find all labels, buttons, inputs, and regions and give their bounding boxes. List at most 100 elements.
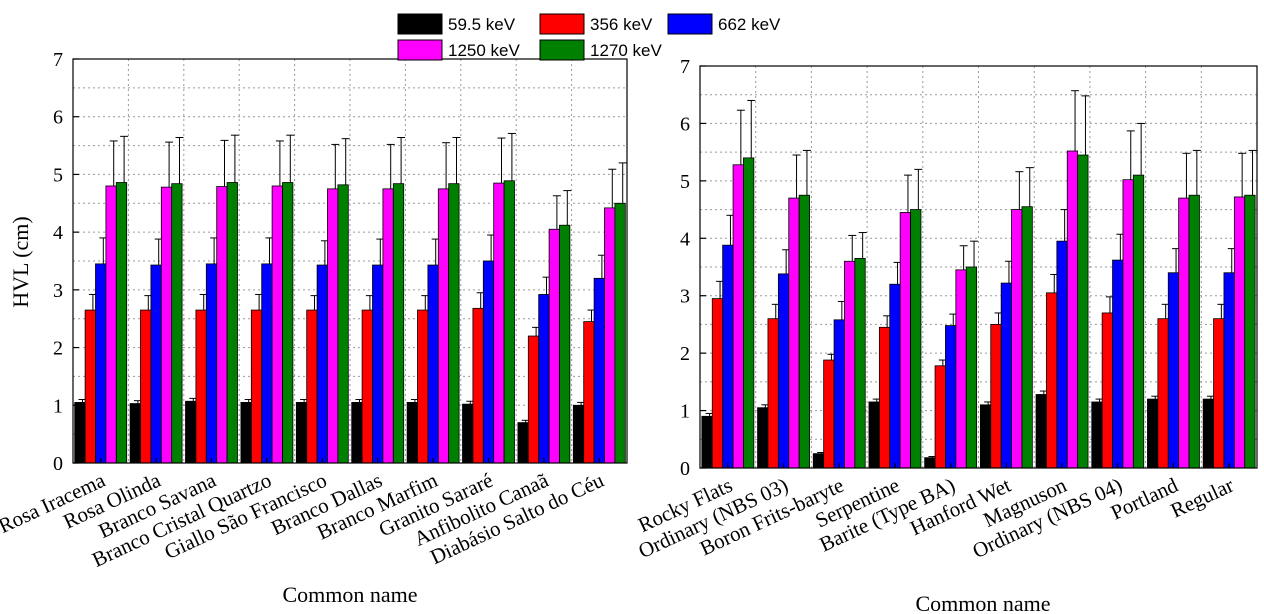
chart-legend: 59.5 keV 356 keV 662 keV 1250 keV 1270 k… bbox=[397, 13, 781, 61]
y-tick-label: 3 bbox=[53, 280, 63, 302]
y-tick-label: 6 bbox=[680, 113, 690, 135]
bar-1250-kev-8 bbox=[1178, 197, 1190, 469]
bar-662-kev-9 bbox=[593, 277, 605, 464]
bar-1250-kev-6 bbox=[1066, 150, 1079, 469]
bar-1270-kev-0 bbox=[115, 182, 128, 464]
bar-1250-kev-5 bbox=[1011, 209, 1023, 469]
bar-1250-kev-6 bbox=[437, 188, 450, 464]
bar-1250-kev-4 bbox=[327, 188, 339, 464]
bar-662-kev-3 bbox=[261, 263, 273, 464]
legend-swatch-2 bbox=[667, 13, 713, 35]
bar-1270-kev-7 bbox=[1132, 174, 1145, 469]
bar-356-kev-5 bbox=[990, 324, 1002, 469]
category-label: Regular bbox=[1167, 473, 1237, 523]
legend-swatch-3 bbox=[397, 39, 443, 61]
bar-59-5-kev-7 bbox=[462, 403, 474, 464]
bar-59-5-kev-8 bbox=[517, 422, 529, 464]
bar-662-kev-3 bbox=[889, 283, 901, 469]
bar-356-kev-3 bbox=[878, 326, 891, 469]
bar-356-kev-1 bbox=[767, 318, 779, 469]
legend-label-2: 662 keV bbox=[718, 15, 781, 34]
y-tick-label: 2 bbox=[680, 343, 690, 365]
bar-1250-kev-8 bbox=[548, 228, 560, 464]
bar-1250-kev-2 bbox=[844, 260, 856, 469]
y-tick-label: 7 bbox=[53, 49, 63, 71]
bar-356-kev-7 bbox=[472, 307, 484, 464]
bar-1250-kev-0 bbox=[105, 185, 117, 464]
bar-662-kev-2 bbox=[205, 263, 218, 464]
legend-swatch-1 bbox=[539, 13, 585, 35]
bar-1250-kev-7 bbox=[493, 182, 505, 464]
bar-1250-kev-5 bbox=[382, 188, 394, 464]
bar-1270-kev-7 bbox=[503, 180, 515, 464]
bar-356-kev-4 bbox=[306, 309, 318, 464]
bar-1250-kev-9 bbox=[604, 207, 616, 464]
plot-frame bbox=[72, 58, 628, 464]
bar-59-5-kev-1 bbox=[757, 407, 769, 469]
bar-1250-kev-3 bbox=[271, 185, 283, 464]
plot-frame bbox=[699, 65, 1258, 469]
bar-59-5-kev-6 bbox=[406, 401, 418, 464]
bar-59-5-kev-5 bbox=[979, 404, 992, 469]
bar-1270-kev-5 bbox=[1021, 206, 1033, 469]
bar-662-kev-5 bbox=[1000, 282, 1012, 469]
y-tick-label: 1 bbox=[680, 401, 690, 423]
legend-label-3: 1250 keV bbox=[448, 41, 520, 60]
bar-662-kev-8 bbox=[538, 294, 550, 464]
y-tick-label: 7 bbox=[680, 56, 690, 78]
bar-356-kev-9 bbox=[583, 321, 595, 464]
bar-356-kev-6 bbox=[1046, 292, 1058, 469]
bar-59-5-kev-8 bbox=[1147, 398, 1159, 469]
bar-356-kev-3 bbox=[250, 309, 263, 464]
legend-swatch-0 bbox=[397, 13, 443, 35]
bar-662-kev-7 bbox=[1112, 259, 1124, 469]
bar-662-kev-6 bbox=[1056, 240, 1068, 469]
bar-356-kev-2 bbox=[823, 359, 835, 469]
y-tick-label: 4 bbox=[680, 228, 690, 250]
bar-662-kev-7 bbox=[482, 260, 495, 464]
bar-59-5-kev-3 bbox=[868, 401, 880, 469]
bar-356-kev-0 bbox=[84, 309, 96, 464]
bar-59-5-kev-9 bbox=[572, 404, 585, 464]
bar-59-5-kev-2 bbox=[185, 400, 197, 464]
legend-label-1: 356 keV bbox=[590, 15, 653, 34]
bar-59-5-kev-6 bbox=[1035, 394, 1047, 469]
bar-1270-kev-1 bbox=[798, 194, 810, 469]
bar-662-kev-4 bbox=[316, 264, 328, 464]
bar-662-kev-6 bbox=[427, 264, 439, 464]
bar-662-kev-8 bbox=[1167, 272, 1180, 469]
legend-label-0: 59.5 keV bbox=[448, 15, 516, 34]
bar-1270-kev-3 bbox=[910, 209, 922, 469]
bar-662-kev-2 bbox=[833, 319, 845, 469]
bar-1250-kev-0 bbox=[732, 164, 744, 469]
y-tick-label: 1 bbox=[53, 395, 63, 417]
bar-1270-kev-3 bbox=[282, 182, 294, 464]
bar-1270-kev-8 bbox=[559, 224, 571, 464]
bar-59-5-kev-4 bbox=[295, 401, 308, 464]
bar-356-kev-4 bbox=[934, 365, 946, 469]
bar-1270-kev-6 bbox=[1077, 154, 1089, 469]
bar-1270-kev-0 bbox=[743, 157, 755, 469]
legend-swatch-4 bbox=[539, 39, 585, 61]
bar-1270-kev-9 bbox=[614, 202, 626, 464]
bar-662-kev-1 bbox=[777, 273, 790, 469]
bar-1270-kev-2 bbox=[854, 257, 866, 469]
y-tick-label: 4 bbox=[53, 222, 63, 244]
legend-label-4: 1270 keV bbox=[590, 41, 662, 60]
bar-1270-kev-5 bbox=[392, 183, 405, 464]
bar-356-kev-6 bbox=[417, 309, 429, 464]
bar-1270-kev-4 bbox=[337, 184, 349, 464]
bar-662-kev-0 bbox=[95, 263, 107, 464]
bar-59-5-kev-2 bbox=[812, 453, 825, 469]
y-tick-label: 0 bbox=[53, 453, 63, 475]
left-x-axis-label: Common name bbox=[282, 582, 417, 607]
bar-1270-kev-4 bbox=[965, 266, 978, 469]
y-tick-label: 0 bbox=[680, 458, 690, 480]
bar-662-kev-4 bbox=[945, 325, 957, 469]
y-tick-label: 5 bbox=[53, 164, 63, 186]
bar-1250-kev-2 bbox=[216, 186, 228, 464]
bar-1250-kev-9 bbox=[1233, 196, 1246, 469]
bar-356-kev-8 bbox=[1157, 318, 1169, 469]
bar-356-kev-8 bbox=[527, 335, 540, 464]
